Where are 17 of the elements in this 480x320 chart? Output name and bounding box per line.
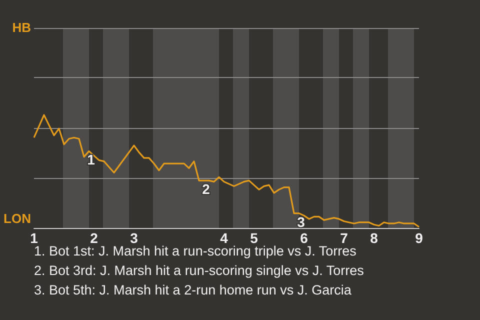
text: HB — [12, 20, 32, 35]
x-tick-label: 4 — [220, 230, 228, 246]
x-tick-label: 1 — [30, 230, 38, 246]
x-tick-label: 7 — [340, 230, 348, 246]
annotation: 3 — [297, 214, 306, 230]
x-tick-label: 3 — [130, 230, 138, 246]
text: 2. Bot 3rd: J. Marsh hit a run-scoring single vs J. Torres — [34, 263, 364, 278]
annotation: 2 — [202, 181, 210, 198]
annotation: 1 — [87, 152, 96, 168]
x-tick-label: 8 — [370, 230, 378, 246]
x-tick-label: 2 — [90, 230, 98, 246]
x-tick-label: 6 — [300, 230, 308, 246]
x-tick-label: 5 — [250, 230, 258, 246]
x-tick-label: 9 — [415, 230, 424, 246]
text: 1. Bot 1st: J. Marsh hit a run-scoring triple vs J. Torres — [34, 244, 357, 258]
text: 3. Bot 5th: J. Marsh hit a 2-run home run vs J. Garcia — [34, 282, 352, 298]
text: LON — [4, 211, 32, 226]
